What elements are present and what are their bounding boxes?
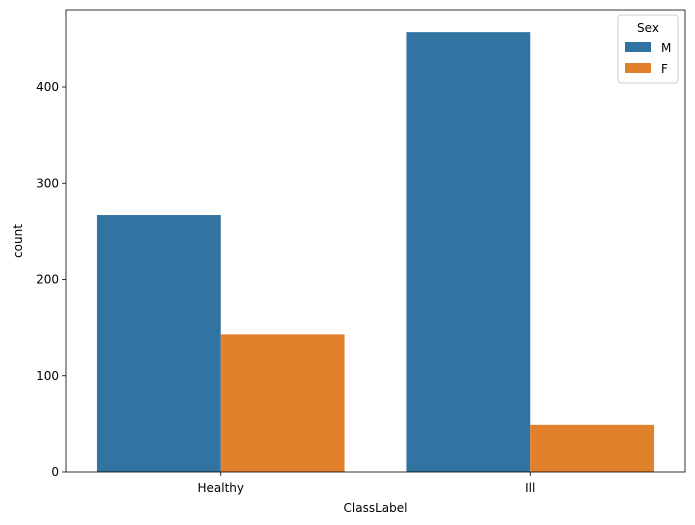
legend: Sex MF [617,14,679,84]
y-axis-label: count [11,224,25,258]
plot-frame [65,9,686,473]
legend-title: Sex [637,21,659,35]
bar-ill-m [406,32,531,472]
y-tick-label: 300 [36,176,59,190]
y-axis: 0 100 200 300 400 [36,80,66,479]
legend-label-m: M [661,41,671,55]
y-tick-label: 100 [36,369,59,383]
x-tick-label: Healthy [197,481,244,495]
y-tick-label: 400 [36,80,59,94]
y-tick-label: 200 [36,273,59,287]
y-tick-label: 0 [51,465,59,479]
x-axis: Healthy Ill [197,472,535,495]
bar-healthy-m [96,215,221,472]
legend-swatch-f [625,63,651,73]
bar-ill-f [530,424,655,472]
x-tick-label: Ill [525,481,535,495]
legend-swatch-m [625,42,651,52]
bars-group [96,32,655,472]
legend-label-f: F [661,62,668,76]
x-axis-label: ClassLabel [344,501,408,515]
bar-healthy-f [220,334,345,472]
